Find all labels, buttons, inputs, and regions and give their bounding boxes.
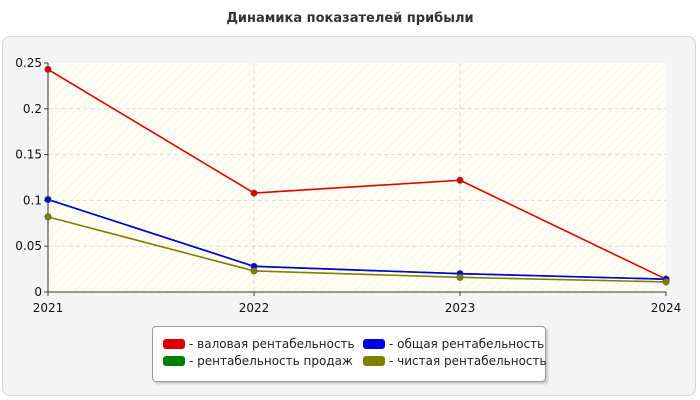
data-point-0 [250,189,258,197]
axes [44,62,667,296]
y-tick-label: 0.1 [23,193,42,207]
data-points [44,65,670,286]
y-tick-labels: 0 0.05 0.1 0.15 0.2 0.25 [15,56,42,299]
series-line-3 [47,216,667,283]
data-point-0 [44,65,52,73]
legend-swatch-total [363,339,385,349]
legend-label-gross: - валовая рентабельность [189,337,355,351]
series-line-0 [47,68,667,280]
x-tick-label: 2021 [33,301,64,315]
x-tick-label: 2023 [445,301,476,315]
chart-title: Динамика показателей прибыли [226,11,474,26]
legend-swatch-gross [163,339,185,349]
legend-item-net-profitability: - чистая рентабельность [363,353,547,369]
legend-label-net: - чистая рентабельность [389,354,547,368]
legend-item-gross-profitability: - валовая рентабельность [163,336,355,352]
x-tick-label: 2024 [651,301,682,315]
legend-label-sales: - рентабельность продаж [189,354,353,368]
y-tick-label: 0.2 [23,102,42,116]
legend-item-total-profitability: - общая рентабельность [363,336,544,352]
legend-label-total: - общая рентабельность [389,337,545,351]
y-tick-label: 0.05 [15,239,42,253]
legend: - валовая рентабельность - рентабельност… [152,326,547,382]
y-tick-label: 0.15 [15,148,42,162]
data-point-0 [456,176,464,184]
grid-lines [48,63,666,292]
y-tick-label: 0 [34,285,42,299]
legend-swatch-sales [163,356,185,366]
y-tick-label: 0.25 [15,56,42,70]
legend-item-sales-profitability: - рентабельность продаж [163,353,353,369]
data-point-2 [44,195,52,203]
plot-area [48,63,666,292]
legend-swatch-net [363,356,385,366]
data-point-3 [250,267,258,275]
series-line-2 [47,198,667,280]
data-point-3 [44,213,52,221]
data-point-3 [456,273,464,281]
series-lines [47,68,667,283]
data-point-3 [662,278,670,286]
x-tick-label: 2022 [239,301,270,315]
x-tick-labels: 2021 2022 2023 2024 [33,301,682,315]
